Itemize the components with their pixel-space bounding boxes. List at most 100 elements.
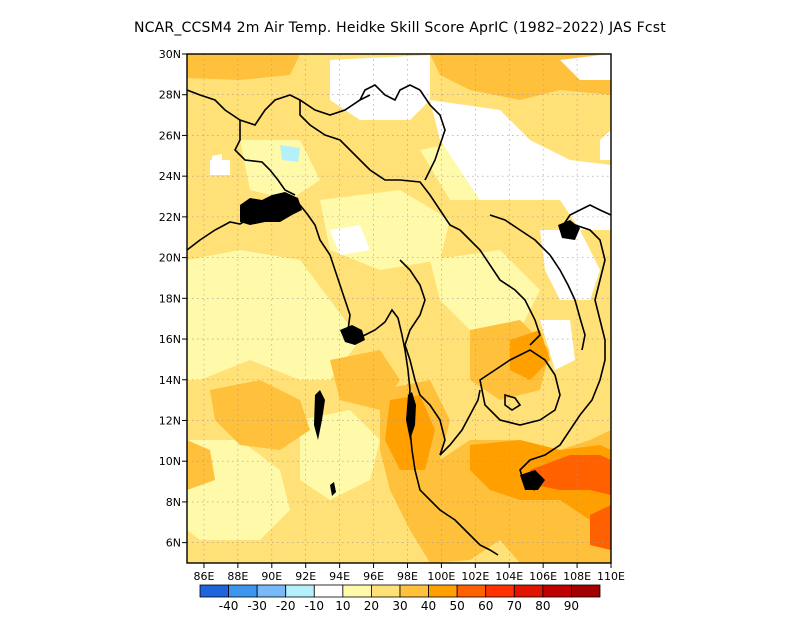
colorbar-swatch: [371, 584, 401, 598]
lat-tick-label: 6N: [166, 537, 181, 550]
colorbar-swatch: [399, 584, 429, 598]
border-cambodia: [479, 349, 561, 426]
colorbar-swatch: [485, 584, 515, 598]
field-white-china: [430, 100, 611, 230]
field-white-laos: [540, 230, 600, 300]
colorbar-label: 60: [478, 599, 493, 613]
lat-tick-label: 16N: [159, 333, 181, 346]
border-thai-laos: [459, 229, 541, 346]
field-light-yellow-3: [300, 410, 380, 500]
field-white-small-3: [330, 225, 370, 255]
delta-regions: [240, 192, 580, 496]
lon-tick-label: 110E: [597, 570, 625, 583]
coast-gulf-west: [439, 389, 481, 456]
colorbar-swatch: [513, 584, 544, 598]
colorbar-label: 30: [392, 599, 407, 613]
border-laos-vietnam: [489, 214, 586, 351]
border-bhutan-area: [359, 84, 421, 102]
colorbar-swatch: [571, 584, 601, 598]
map-frame: [186, 53, 612, 564]
andaman-islands: [314, 390, 325, 440]
colorbar-swatch: [199, 584, 229, 598]
colorbar-label: 80: [535, 599, 550, 613]
colorbar-label: -20: [276, 599, 296, 613]
colorbar-swatch: [456, 584, 487, 598]
lat-tick-label: 30N: [159, 48, 181, 61]
colorbar-swatch: [542, 584, 572, 598]
lat-tick-label: 8N: [166, 496, 181, 509]
field-white-small-2: [560, 54, 611, 80]
ganges-delta: [240, 192, 302, 225]
irrawaddy-delta: [340, 325, 365, 345]
colorbar-label: -40: [219, 599, 239, 613]
field-light-orange-bay: [210, 380, 310, 450]
coast-china-south: [559, 204, 611, 231]
lat-tick-label: 26N: [159, 129, 181, 142]
lon-tick-label: 108E: [563, 570, 591, 583]
mekong-delta: [520, 470, 545, 490]
lon-tick-label: 104E: [495, 570, 523, 583]
colorbar-label: 40: [421, 599, 436, 613]
border-china-myanmar: [419, 89, 446, 181]
field-light-yellow-5: [430, 250, 540, 330]
field-dark-orange-south: [530, 455, 611, 495]
colorbar-label: -30: [247, 599, 267, 613]
lon-tick-label: 106E: [529, 570, 557, 583]
colorbar-label: 20: [364, 599, 379, 613]
colorbar-label: 50: [450, 599, 465, 613]
field-light-yellow-1: [187, 250, 360, 380]
skill-score-field: [187, 54, 611, 563]
lon-tick-label: 86E: [193, 570, 214, 583]
colorbar-label: 10: [335, 599, 350, 613]
map-title: NCAR_CCSM4 2m Air Temp. Heidke Skill Sco…: [133, 20, 666, 36]
border-myanmar-thailand: [399, 259, 446, 456]
lon-tick-label: 94E: [329, 570, 350, 583]
nicobar-islands: [330, 482, 336, 496]
lon-tick-label: 92E: [295, 570, 316, 583]
lat-tick-label: 22N: [159, 211, 181, 224]
lon-tick-label: 96E: [363, 570, 384, 583]
colorbar-swatch: [228, 584, 258, 598]
field-orange-cambodia: [510, 330, 550, 380]
lon-tick-label: 100E: [427, 570, 455, 583]
lat-tick-label: 20N: [159, 252, 181, 265]
red-river-delta: [558, 220, 580, 240]
colorbar-swatch: [285, 584, 315, 598]
field-light-orange-west: [187, 440, 215, 490]
gridlines: [187, 54, 611, 563]
lon-tick-label: 88E: [227, 570, 248, 583]
lon-tick-label: 102E: [461, 570, 489, 583]
lake-tonle-sap: [504, 393, 522, 411]
mergui-archipelago: [406, 392, 416, 440]
field-white-small-5: [212, 154, 222, 164]
latitude-axis: 30N 28N 26N 24N 22N 20N 18N 16N 14N 12N 10N 8N 6N: [159, 48, 187, 550]
lat-tick-label: 18N: [159, 292, 181, 305]
colorbar-label: 70: [507, 599, 522, 613]
lon-tick-label: 90E: [261, 570, 282, 583]
colorbar-swatch: [256, 584, 287, 598]
field-white-vietnam: [540, 320, 575, 370]
border-bangladesh: [234, 120, 296, 196]
colorbar-label: 90: [564, 599, 579, 613]
lon-tick-label: 98E: [397, 570, 418, 583]
colorbar-label: -10: [304, 599, 324, 613]
field-light-yellow-2: [187, 440, 290, 540]
field-light-yellow-6: [240, 140, 320, 200]
lat-tick-label: 14N: [159, 374, 181, 387]
border-himalaya: [187, 89, 371, 126]
longitude-axis: 86E 88E 90E 92E 94E 96E 98E 100E 102E 104E 106E 108…: [193, 563, 625, 583]
field-white-small-4: [600, 130, 611, 160]
lat-tick-label: 28N: [159, 89, 181, 102]
lat-tick-label: 10N: [159, 455, 181, 468]
lat-tick-label: 12N: [159, 414, 181, 427]
colorbar-swatch: [428, 584, 458, 598]
colorbar: -40 -30 -20 -10 10 20 30 40 50 60 70 80 90: [199, 584, 601, 613]
lat-tick-label: 24N: [159, 170, 181, 183]
colorbar-swatch: [313, 584, 344, 598]
border-myanmar-north: [299, 100, 461, 231]
colorbar-swatch: [342, 584, 372, 598]
coast-vietnam: [519, 224, 606, 491]
field-dark-orange-se: [590, 505, 611, 550]
field-light-blue-spot: [280, 145, 300, 162]
